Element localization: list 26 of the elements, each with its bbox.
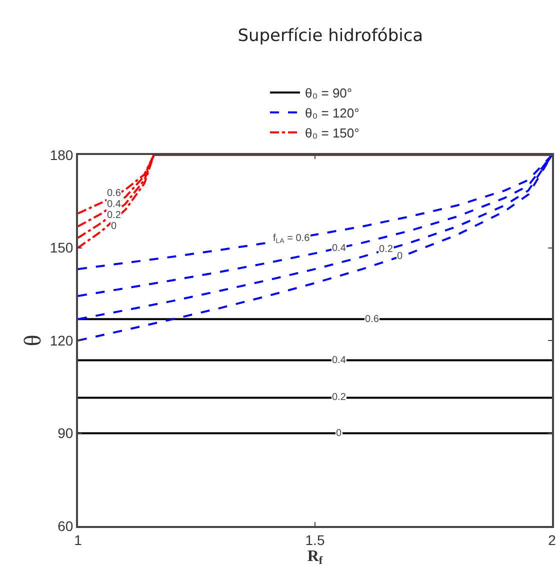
- annotation: f$_{LA}$ = 0.6: [273, 233, 310, 246]
- annotation: 0.4: [107, 199, 122, 210]
- legend-label: θ₀ = 120°: [305, 106, 360, 120]
- legend-label: θ₀ = 150°: [305, 125, 360, 140]
- annotation: 0.2: [332, 392, 346, 403]
- annotation: 0.6: [365, 314, 380, 325]
- annotation: 0: [111, 221, 117, 232]
- chart-title: Superfície hidrofóbica: [238, 26, 424, 46]
- y-axis-title: θ: [20, 334, 46, 346]
- y-tick-label: 120: [50, 332, 74, 348]
- annotation: 0.2: [107, 210, 122, 221]
- x-axis-title: R$_{f}$: [307, 548, 323, 568]
- annotation: 0: [397, 251, 403, 262]
- annotation: 0.4: [332, 243, 346, 254]
- annotation: 0.6: [107, 188, 122, 199]
- y-tick-label: 90: [58, 425, 74, 442]
- annotation: 0.2: [379, 244, 394, 255]
- annotation: 0.4: [332, 355, 346, 366]
- annotation: 0: [336, 428, 342, 439]
- x-tick-label: 1: [74, 532, 82, 548]
- x-tick-label: 1.5: [305, 532, 325, 548]
- y-tick-label: 180: [50, 146, 74, 163]
- y-tick-label: 60: [58, 518, 74, 534]
- x-tick-label: 2: [548, 532, 556, 548]
- y-tick-label: 150: [50, 240, 74, 256]
- legend-label: θ₀ = 90°: [305, 86, 352, 101]
